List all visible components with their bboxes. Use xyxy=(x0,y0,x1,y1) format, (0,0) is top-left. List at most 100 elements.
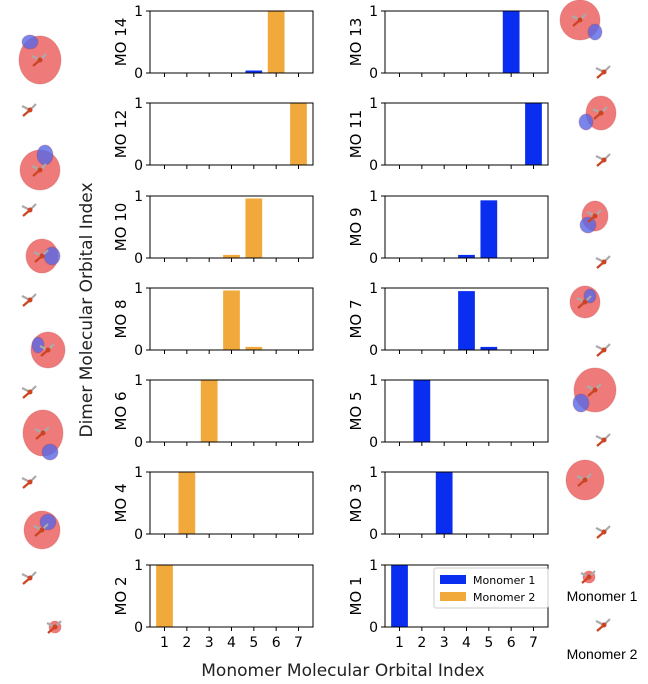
panel-label-mo-4: MO 4 xyxy=(112,483,130,522)
y-tick-label: 1 xyxy=(369,4,378,20)
left-orbital-picture xyxy=(18,34,62,85)
water-molecule xyxy=(31,163,47,177)
bar-mo-2-x1 xyxy=(156,565,173,627)
orbital-lobe xyxy=(31,336,45,354)
panel-frame xyxy=(149,102,314,166)
y-tick-label: 1 xyxy=(369,465,378,481)
legend-label-monomer-1: Monomer 1 xyxy=(473,574,535,587)
right-orbital-picture xyxy=(572,367,617,413)
legend-swatch-monomer-1 xyxy=(440,575,466,584)
right-orbital-picture xyxy=(578,95,617,131)
panel-frame xyxy=(149,564,314,628)
right-orbital-picture xyxy=(559,0,603,41)
panel-mo-14: 0 1MO 14 xyxy=(112,4,314,82)
y-tick-label: 0 xyxy=(134,435,143,451)
orbital-lobe xyxy=(572,393,590,413)
monomer-1-label: Monomer 1 xyxy=(567,588,638,604)
x-tick-label: 3 xyxy=(440,635,449,651)
legend-swatch-monomer-2 xyxy=(440,592,466,601)
y-tick-label: 1 xyxy=(134,373,143,389)
right-orbital-picture xyxy=(569,285,601,319)
water-molecule xyxy=(34,426,50,440)
panel-mo-10: 0 1MO 10 xyxy=(112,189,314,267)
bar-mo-6-x3 xyxy=(200,380,218,442)
y-tick-label: 0 xyxy=(134,251,143,267)
legend: Monomer 1 Monomer 2 xyxy=(433,567,549,609)
water-molecule xyxy=(595,343,611,357)
y-tick-label: 0 xyxy=(369,66,378,82)
bar-mo-7-x4 xyxy=(458,291,475,350)
panel-label-mo-9: MO 9 xyxy=(347,207,365,246)
water-molecule xyxy=(39,343,55,357)
panel-frame xyxy=(384,10,549,74)
bar-mo-10-x4 xyxy=(223,254,240,258)
bar-mo-8-x4 xyxy=(223,290,240,350)
x-tick-label: 5 xyxy=(249,635,258,651)
panel-label-mo-7: MO 7 xyxy=(347,299,365,338)
x-tick-label: 5 xyxy=(484,635,493,651)
panel-mo-12: 0 1MO 12 xyxy=(112,96,314,174)
water-molecule xyxy=(595,255,611,269)
y-tick-label: 0 xyxy=(369,435,378,451)
panel-frame xyxy=(384,379,549,443)
panel-label-mo-10: MO 10 xyxy=(112,203,130,252)
right-orbital-picture xyxy=(579,200,609,234)
y-tick-label: 1 xyxy=(134,465,143,481)
y-tick-label: 1 xyxy=(134,281,143,297)
x-tick-label: 6 xyxy=(507,635,516,651)
bar-mo-14-x6 xyxy=(267,11,285,73)
water-molecule xyxy=(580,570,596,584)
y-tick-label: 0 xyxy=(369,251,378,267)
panel-label-mo-3: MO 3 xyxy=(347,483,365,522)
y-axis-title: Dimer Molecular Orbital Index xyxy=(77,182,97,437)
water-molecule xyxy=(586,209,602,223)
right-orbital-picture xyxy=(565,459,605,501)
panel-mo-7: 0 1MO 7 xyxy=(347,281,549,359)
panel-mo-8: 0 1MO 8 xyxy=(112,281,314,359)
legend-label-monomer-2: Monomer 2 xyxy=(473,591,535,604)
water-molecule xyxy=(595,618,611,632)
left-orbital-picture xyxy=(30,331,66,369)
water-molecule xyxy=(21,103,37,117)
x-tick-label: 7 xyxy=(294,635,303,651)
y-tick-label: 1 xyxy=(369,189,378,205)
y-tick-label: 0 xyxy=(369,527,378,543)
y-tick-label: 1 xyxy=(369,281,378,297)
orbital-lobe xyxy=(579,216,597,234)
panel-label-mo-6: MO 6 xyxy=(112,391,130,430)
y-tick-label: 0 xyxy=(134,66,143,82)
bar-mo-13-x6 xyxy=(502,11,520,73)
x-tick-label: 6 xyxy=(272,635,281,651)
orbital-lobe xyxy=(43,246,61,266)
y-tick-label: 1 xyxy=(369,373,378,389)
left-orbital-picture xyxy=(46,620,62,634)
y-tick-label: 0 xyxy=(134,158,143,174)
water-molecule xyxy=(571,13,587,27)
panel-mo-2: 011 2 3 4 5 6 7MO 2 xyxy=(112,558,314,651)
bar-mo-3-x3 xyxy=(435,472,453,534)
panel-label-mo-1: MO 1 xyxy=(347,576,365,615)
monomer-2-label: Monomer 2 xyxy=(567,646,638,662)
water-molecule xyxy=(21,293,37,307)
panel-frame xyxy=(149,10,314,74)
panel-label-mo-8: MO 8 xyxy=(112,299,130,338)
x-tick-label: 4 xyxy=(462,635,471,651)
water-molecule xyxy=(595,153,611,167)
water-molecule xyxy=(46,620,62,634)
water-molecule xyxy=(586,383,602,397)
panel-frame xyxy=(149,471,314,535)
bar-mo-7-x5 xyxy=(480,346,498,350)
x-axis-title: Monomer Molecular Orbital Index xyxy=(201,661,484,681)
panel-mo-5: 0 1MO 5 xyxy=(347,373,549,451)
y-tick-label: 0 xyxy=(369,343,378,359)
panel-mo-11: 0 1MO 11 xyxy=(347,96,549,174)
panel-frame xyxy=(149,195,314,259)
water-molecule xyxy=(21,475,37,489)
bar-mo-8-x5 xyxy=(245,346,263,350)
bar-mo-10-x5 xyxy=(245,198,263,258)
water-molecule xyxy=(595,65,611,79)
water-molecule xyxy=(21,385,37,399)
bar-mo-11-x7 xyxy=(525,103,542,165)
panel-label-mo-13: MO 13 xyxy=(347,18,365,67)
